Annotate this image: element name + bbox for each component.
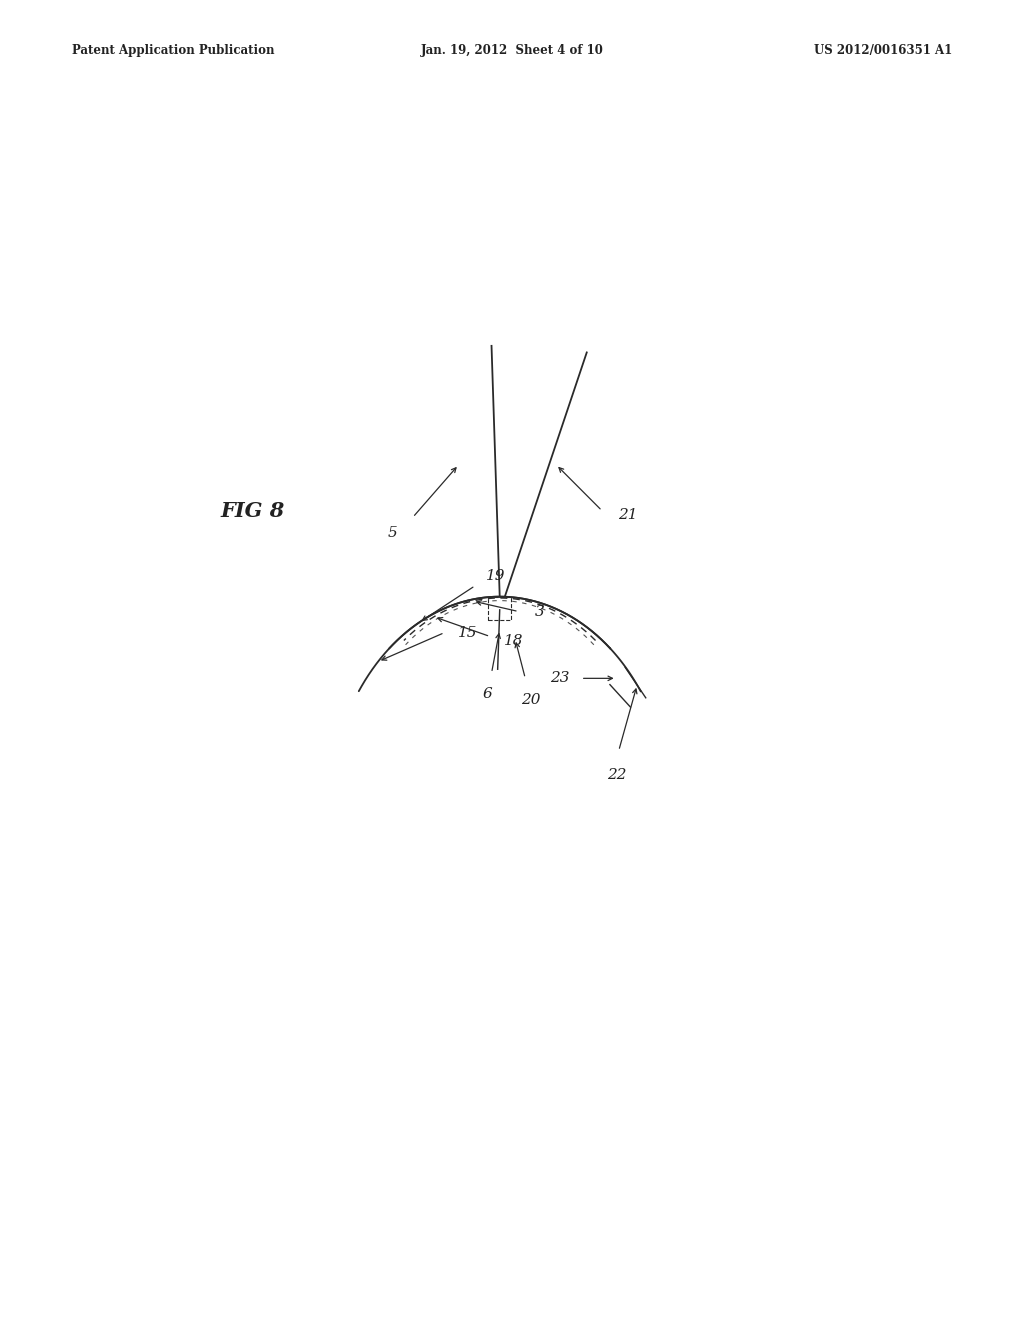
Bar — [488, 597, 511, 620]
Text: 20: 20 — [520, 693, 541, 706]
Text: Patent Application Publication: Patent Application Publication — [72, 44, 274, 57]
Text: FIG 8: FIG 8 — [220, 502, 285, 521]
Text: 23: 23 — [551, 672, 570, 685]
Text: 6: 6 — [482, 688, 493, 701]
Text: Jan. 19, 2012  Sheet 4 of 10: Jan. 19, 2012 Sheet 4 of 10 — [421, 44, 603, 57]
Text: 22: 22 — [607, 768, 627, 781]
Text: 19: 19 — [486, 569, 506, 583]
Text: 5: 5 — [387, 527, 397, 540]
Text: 18: 18 — [504, 634, 523, 648]
Text: US 2012/0016351 A1: US 2012/0016351 A1 — [814, 44, 952, 57]
Text: 21: 21 — [617, 508, 638, 521]
Text: 3: 3 — [535, 605, 544, 619]
Text: 15: 15 — [459, 626, 478, 640]
